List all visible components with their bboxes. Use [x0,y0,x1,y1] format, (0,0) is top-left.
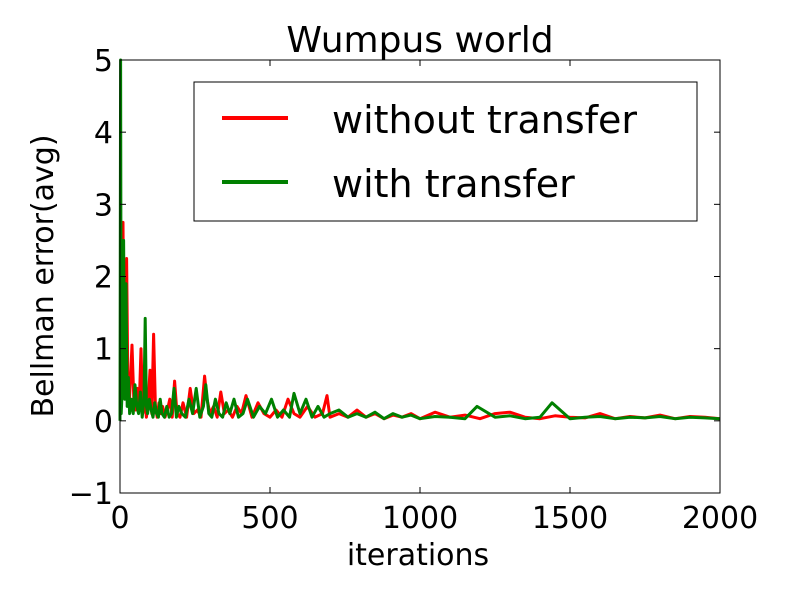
x-tick-label: 500 [241,501,298,536]
legend: without transfer with transfer [193,81,698,222]
legend-label-without-transfer: without transfer [332,98,637,142]
y-tick-label: 0 [94,405,113,440]
y-axis-label: Bellman error(avg) [26,134,61,417]
y-tick-label: 3 [94,188,113,223]
legend-label-with-transfer: with transfer [332,162,575,206]
x-tick-label: 1000 [382,501,458,536]
legend-box [193,81,698,222]
y-tick-label: 4 [94,116,113,151]
series-layer [118,58,721,421]
y-tick-label: 5 [94,44,113,79]
x-tick-label: 0 [110,501,129,536]
y-tick-label: 1 [94,333,113,368]
y-tick-label: 2 [94,261,113,296]
x-tick-label: 2000 [682,501,758,536]
x-axis-label: iterations [347,538,489,573]
chart-title: Wumpus world [286,20,553,61]
x-tick-label: 1500 [532,501,608,536]
y-tick-label: −1 [69,477,113,512]
series-line-with-transfer [118,58,721,421]
